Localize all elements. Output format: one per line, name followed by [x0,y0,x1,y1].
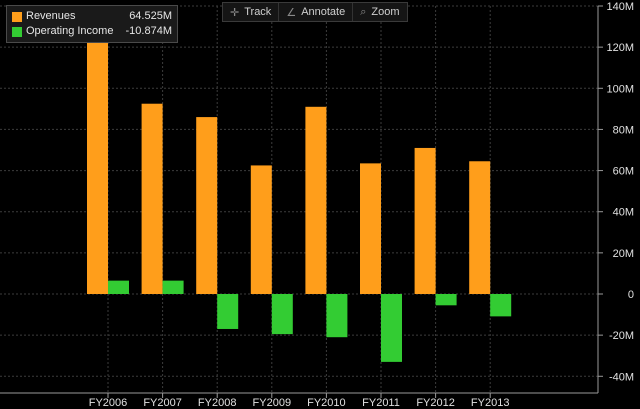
x-ticks: FY2006 FY2007 FY2008 FY2009 FY2010 FY2011 FY20… [89,393,510,409]
bar-revenues [141,103,163,294]
legend-value: 64.525M [129,10,172,22]
crosshair-icon: ✛ [230,6,240,19]
bar-operating-income [435,294,457,306]
legend: Revenues 64.525M Operating Income -10.87… [6,5,178,43]
zoom-label: Zoom [371,6,400,18]
bar-revenues [250,165,272,294]
bar-revenues [196,117,218,294]
y-tick-label: 60M [613,166,634,178]
legend-label: Operating Income [26,25,114,37]
y-tick-label: -20M [609,330,634,342]
x-tick-label: FY2009 [253,397,292,409]
chart-toolbar: ✛ Track ∠ Annotate ⌕ Zoom [222,2,408,22]
y-tick-label: 80M [613,124,634,136]
bar-revenues [469,161,491,294]
bar-operating-income [217,294,239,329]
bar-revenues [305,106,327,294]
y-tick-label: 40M [613,207,634,219]
x-tick-label: FY2008 [198,397,237,409]
track-button[interactable]: ✛ Track [223,3,278,21]
bar-operating-income [108,280,129,294]
bar-operating-income [162,280,184,294]
x-tick-label: FY2013 [471,397,510,409]
bar-operating-income [490,294,512,317]
y-ticks: 140M 120M 100M 80M 60M 40M 20M 0 -20M -40M [598,1,634,383]
pencil-icon: ∠ [286,6,297,19]
bars [87,36,512,362]
x-tick-label: FY2012 [416,397,455,409]
legend-swatch-revenues [12,11,22,22]
bar-operating-income [271,294,293,335]
bar-operating-income [381,294,402,362]
bar-revenues [360,163,381,294]
bar-revenues [414,147,436,294]
y-tick-label: 20M [613,248,634,260]
y-tick-label: 120M [606,42,634,54]
x-tick-label: FY2007 [143,397,182,409]
track-label: Track [244,6,272,18]
magnifier-icon: ⌕ [360,5,367,18]
y-tick-label: -40M [609,371,634,383]
x-tick-label: FY2006 [89,397,128,409]
legend-value: -10.874M [125,25,172,37]
legend-label: Revenues [26,10,76,22]
y-tick-label: 100M [606,83,634,95]
bar-revenues [87,36,108,294]
legend-item-operating-income: Operating Income -10.874M [12,24,172,39]
y-tick-label: 0 [628,289,634,301]
zoom-button[interactable]: ⌕ Zoom [352,3,406,21]
y-tick-label: 140M [606,1,634,13]
x-tick-label: FY2010 [307,397,346,409]
bar-operating-income [326,294,348,338]
annotate-label: Annotate [301,6,346,18]
legend-item-revenues: Revenues 64.525M [12,9,172,24]
annotate-button[interactable]: ∠ Annotate [278,3,352,21]
legend-swatch-operating-income [12,26,22,37]
x-tick-label: FY2011 [362,397,400,409]
axes [0,6,599,394]
